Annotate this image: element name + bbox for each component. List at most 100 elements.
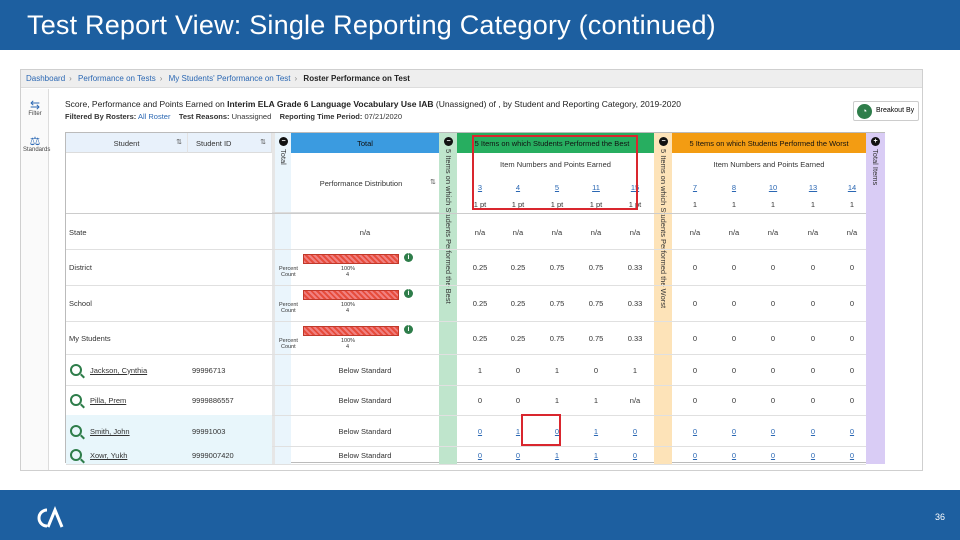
worst-item-score: 0 <box>692 263 698 272</box>
worst-item-score: 0 <box>731 299 737 308</box>
best-item-score[interactable]: 1 <box>593 426 599 436</box>
best-item-score[interactable]: 0 <box>632 451 638 460</box>
student-name-link[interactable]: Smith, John <box>90 426 130 436</box>
worst-item-score[interactable]: 0 <box>770 426 776 436</box>
worst-item-score: 0 <box>731 333 737 343</box>
best-item-score: 0.75 <box>549 333 565 343</box>
worst-item-score: n/a <box>689 227 701 237</box>
best-item-score[interactable]: 0 <box>477 426 483 436</box>
worst-item-score: n/a <box>728 227 740 237</box>
perf-dist-label: Performance Distribution <box>319 179 403 188</box>
reporting-period-label: Reporting Time Period: <box>279 112 363 121</box>
search-icon[interactable] <box>70 363 82 376</box>
worst-item-score[interactable]: 0 <box>810 426 816 436</box>
student-name-link[interactable]: Jackson, Cynthia <box>90 365 148 375</box>
row-divider <box>66 285 866 286</box>
worst-collapsed-col <box>654 133 672 464</box>
worst-item-score: 0 <box>849 365 855 375</box>
collapse-worst-icon[interactable]: − <box>659 137 668 146</box>
best-item-score[interactable]: 1 <box>593 451 599 460</box>
worst-item-number[interactable]: 14 <box>847 183 857 192</box>
worst-item-score[interactable]: 0 <box>810 451 816 460</box>
breadcrumb-dashboard[interactable]: Dashboard <box>26 74 66 83</box>
filter-roster-value[interactable]: All Roster <box>137 112 171 121</box>
worst-item-score: 0 <box>770 333 776 343</box>
best-item-score: 0 <box>593 365 599 375</box>
reporting-period-value: 07/21/2020 <box>364 112 403 121</box>
best-item-score: 0.25 <box>472 299 488 308</box>
breadcrumb-my-students[interactable]: My Students' Performance on Test <box>168 74 291 83</box>
worst-item-number[interactable]: 7 <box>692 183 698 192</box>
worst-item-score[interactable]: 0 <box>770 451 776 460</box>
best-item-score: 0 <box>477 396 483 405</box>
chart-icon: ◔ <box>857 104 872 119</box>
best-item-points: 1 pt <box>589 200 603 209</box>
info-icon[interactable]: i <box>404 253 413 262</box>
worst-item-number[interactable]: 8 <box>731 183 737 192</box>
worst-item-points: 1 <box>692 200 698 209</box>
collapse-best-icon[interactable]: − <box>444 137 453 146</box>
best-item-number[interactable]: 15 <box>630 183 640 192</box>
worst-item-score[interactable]: 0 <box>731 426 737 436</box>
header-student-bg <box>66 133 272 153</box>
test-reasons-value: Unassigned <box>231 112 272 121</box>
collapse-total-icon[interactable]: − <box>279 137 288 146</box>
filter-button[interactable]: ⇆ Filter <box>23 99 47 117</box>
best-item-number[interactable]: 3 <box>477 183 483 192</box>
best-item-score[interactable]: 0 <box>515 451 521 460</box>
total-collapsed-col <box>275 133 291 464</box>
sort-icon: ⇅ <box>176 139 182 146</box>
count-value: 4 <box>346 308 350 314</box>
worst-item-number[interactable]: 10 <box>768 183 778 192</box>
best-item-score: 1 <box>593 396 599 405</box>
best-item-number[interactable]: 4 <box>515 183 521 192</box>
worst-item-score: 0 <box>692 396 698 405</box>
info-icon[interactable]: i <box>404 325 413 334</box>
breadcrumb-performance-on-tests[interactable]: Performance on Tests <box>78 74 156 83</box>
best-item-score[interactable]: 1 <box>554 451 560 460</box>
row-divider <box>66 354 866 355</box>
worst-item-points: 1 <box>770 200 776 209</box>
worst-item-score[interactable]: 0 <box>692 451 698 460</box>
col-student[interactable]: Student ⇅ <box>66 133 188 153</box>
search-icon[interactable] <box>70 394 82 406</box>
best-item-score[interactable]: 1 <box>515 426 521 436</box>
best-item-points: 1 pt <box>628 200 642 209</box>
total-value: n/a <box>359 227 371 237</box>
expand-total-items-icon[interactable]: + <box>871 137 880 146</box>
worst-item-score: 0 <box>810 299 816 308</box>
worst-item-score[interactable]: 0 <box>692 426 698 436</box>
heading-test-name: Interim ELA Grade 6 Language Vocabulary … <box>227 99 434 109</box>
percent-label: Percent <box>279 266 298 272</box>
best-item-score[interactable]: 0 <box>477 451 483 460</box>
best-item-score: n/a <box>512 227 524 237</box>
standards-button[interactable]: ⚖ Standards <box>23 135 50 153</box>
worst-item-score[interactable]: 0 <box>731 451 737 460</box>
breakout-by-button[interactable]: ◔ Breakout By <box>853 101 919 121</box>
best-item-score: 0.75 <box>588 263 604 272</box>
worst-item-score: 0 <box>810 263 816 272</box>
best-item-score: 1 <box>632 365 638 375</box>
info-icon[interactable]: i <box>404 289 413 298</box>
best-item-number[interactable]: 5 <box>554 183 560 192</box>
worst-item-score: 0 <box>731 365 737 375</box>
count-value: 4 <box>346 344 350 350</box>
student-name-link[interactable]: Xowr, Yukh <box>90 451 128 460</box>
search-icon[interactable] <box>70 424 82 437</box>
best-item-number[interactable]: 11 <box>592 183 600 192</box>
row-highlight <box>66 415 272 446</box>
divider <box>272 133 275 464</box>
col-student-id[interactable]: Student ID ⇅ <box>188 133 272 153</box>
student-id: 9999007420 <box>192 451 234 460</box>
worst-item-score: 0 <box>810 396 816 405</box>
worst-item-number[interactable]: 13 <box>808 183 818 192</box>
performance-bar <box>303 254 399 264</box>
worst-item-score: 0 <box>731 396 737 405</box>
worst-item-score[interactable]: 0 <box>849 451 855 460</box>
best-item-score[interactable]: 0 <box>554 426 560 436</box>
search-icon[interactable] <box>70 449 82 461</box>
best-item-score[interactable]: 0 <box>632 426 638 436</box>
worst-item-score[interactable]: 0 <box>849 426 855 436</box>
student-name-link[interactable]: Pilla, Prem <box>90 396 127 405</box>
worst-item-score: 0 <box>849 299 855 308</box>
